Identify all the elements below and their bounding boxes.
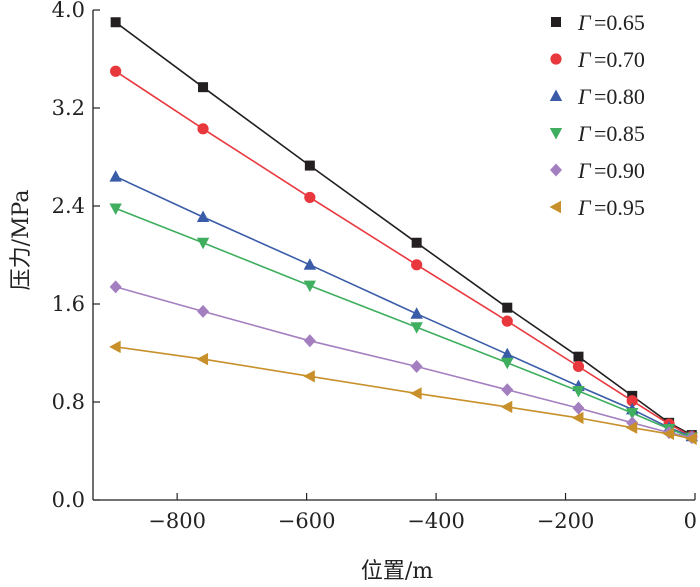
legend-symbol: Γ bbox=[577, 84, 592, 109]
legend-marker bbox=[550, 163, 562, 177]
data-point bbox=[109, 340, 121, 354]
legend-label: =0.65 bbox=[594, 10, 645, 35]
data-point bbox=[410, 359, 423, 373]
data-point bbox=[571, 411, 584, 425]
series-1 bbox=[110, 65, 698, 442]
data-point bbox=[410, 307, 423, 319]
tick-layer: 0.0 0.8 1.6 2.4 3.2 4.0 −800 −600 −400 −200 0 bbox=[52, 0, 697, 533]
y-tick-label: 0.0 bbox=[52, 488, 85, 512]
data-point bbox=[109, 203, 122, 215]
legend-item: Γ =0.65 bbox=[551, 10, 645, 35]
legend-item: Γ =0.90 bbox=[550, 158, 645, 183]
series-0 bbox=[110, 17, 697, 441]
legend-symbol: Γ bbox=[577, 158, 592, 183]
x-tick-label: −400 bbox=[407, 509, 465, 533]
y-tick-label: 1.6 bbox=[52, 292, 85, 316]
data-point bbox=[410, 322, 423, 334]
series-4 bbox=[109, 280, 698, 445]
data-point bbox=[501, 383, 514, 397]
data-point bbox=[501, 357, 514, 370]
data-point bbox=[110, 17, 121, 28]
data-point bbox=[572, 360, 585, 373]
data-point bbox=[197, 123, 209, 135]
data-point bbox=[572, 385, 585, 398]
y-axis-title: 压力/MPa bbox=[9, 190, 34, 291]
data-point bbox=[411, 237, 422, 248]
legend-label: =0.80 bbox=[594, 84, 645, 109]
data-point bbox=[110, 65, 122, 77]
y-tick-label: 0.8 bbox=[52, 390, 85, 414]
x-tick-label: −800 bbox=[148, 509, 206, 533]
legend-symbol: Γ bbox=[577, 121, 592, 146]
data-point bbox=[303, 258, 317, 270]
y-tick-label: 2.4 bbox=[52, 194, 85, 218]
data-point bbox=[109, 280, 122, 294]
data-point bbox=[572, 401, 585, 415]
data-point bbox=[662, 427, 675, 441]
data-point bbox=[502, 302, 513, 313]
data-point bbox=[198, 82, 209, 93]
legend-marker bbox=[551, 17, 561, 27]
legend-item: Γ =0.80 bbox=[549, 84, 645, 109]
data-point bbox=[573, 351, 584, 362]
data-point bbox=[303, 280, 317, 293]
plot-frame bbox=[92, 10, 695, 501]
x-tick-label: −200 bbox=[537, 509, 595, 533]
data-point bbox=[303, 334, 316, 348]
x-tick-label: −600 bbox=[278, 509, 336, 533]
legend-symbol: Γ bbox=[577, 47, 592, 72]
x-axis-title: 位置/m bbox=[361, 559, 433, 584]
legend-label: =0.70 bbox=[594, 47, 645, 72]
legend-symbol: Γ bbox=[577, 195, 592, 220]
data-point bbox=[303, 370, 315, 383]
legend-marker bbox=[549, 89, 563, 101]
legend-label: =0.95 bbox=[594, 195, 645, 220]
data-point bbox=[685, 432, 697, 445]
legend-item: Γ =0.70 bbox=[550, 47, 645, 72]
data-point bbox=[196, 237, 210, 250]
data-point bbox=[626, 395, 638, 407]
y-tick-label: 4.0 bbox=[52, 0, 85, 22]
data-point bbox=[501, 347, 514, 360]
data-point bbox=[626, 408, 639, 420]
legend-marker bbox=[549, 200, 561, 214]
legend: Γ =0.65Γ =0.70Γ =0.80Γ =0.85Γ =0.90Γ =0.95 bbox=[549, 10, 645, 220]
data-point bbox=[410, 387, 422, 400]
legend-item: Γ =0.85 bbox=[549, 121, 645, 146]
series-3 bbox=[109, 203, 698, 445]
data-point bbox=[411, 259, 423, 271]
data-point bbox=[196, 210, 210, 223]
legend-marker bbox=[549, 128, 563, 140]
legend-label: =0.85 bbox=[594, 121, 645, 146]
legend-marker bbox=[550, 53, 562, 65]
data-point bbox=[197, 304, 210, 318]
legend-item: Γ =0.95 bbox=[549, 195, 645, 220]
x-tick-label: 0 bbox=[684, 509, 697, 533]
series-layer bbox=[109, 17, 698, 445]
legend-symbol: Γ bbox=[577, 10, 592, 35]
data-point bbox=[625, 421, 638, 434]
data-point bbox=[501, 315, 513, 327]
data-point bbox=[500, 400, 513, 414]
series-5 bbox=[109, 340, 697, 445]
legend-label: =0.90 bbox=[594, 158, 645, 183]
data-point bbox=[304, 191, 316, 204]
data-point bbox=[304, 160, 315, 171]
data-point bbox=[109, 170, 122, 182]
y-tick-label: 3.2 bbox=[52, 96, 85, 120]
data-point bbox=[196, 352, 209, 366]
